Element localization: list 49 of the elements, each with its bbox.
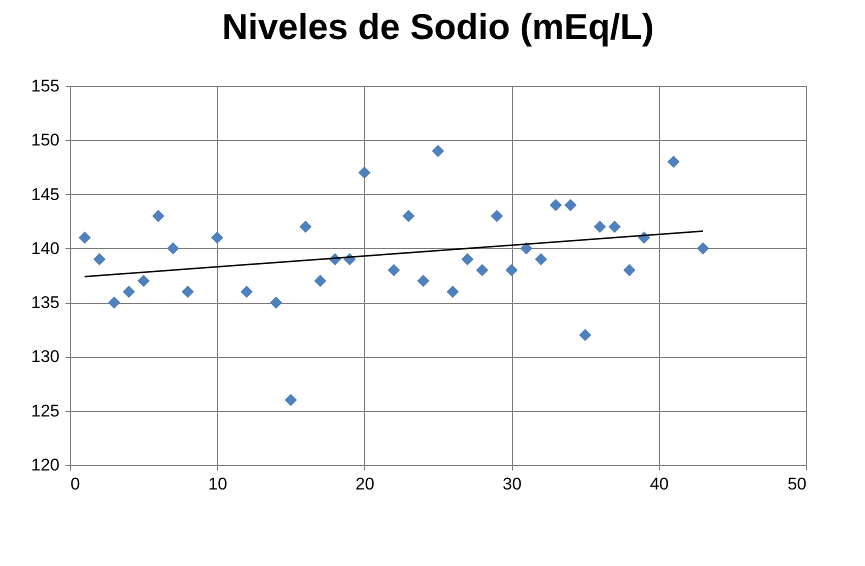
point: [623, 264, 636, 276]
point: [579, 328, 592, 342]
x-tick-label: 20: [355, 474, 374, 494]
point: [182, 286, 194, 298]
x-tick-label: 40: [650, 474, 669, 494]
point: [594, 220, 606, 233]
point: [490, 210, 504, 222]
point: [240, 286, 253, 298]
point: [211, 231, 224, 244]
point: [122, 286, 136, 298]
y-tick-label: 125: [31, 401, 60, 420]
y-tick-label: 140: [31, 238, 60, 258]
point: [270, 296, 282, 309]
point: [152, 210, 164, 222]
point: [299, 220, 312, 233]
point: [417, 274, 430, 288]
chart-title: Niveles de Sodio (mEq/L): [222, 6, 654, 47]
point: [402, 210, 415, 222]
point: [432, 144, 444, 158]
x-tick-label: 10: [208, 474, 228, 494]
y-tick-label: 135: [31, 293, 60, 312]
y-tick-label: 150: [31, 130, 60, 150]
y-tick-label: 145: [31, 184, 60, 204]
point: [137, 274, 150, 288]
point: [461, 253, 474, 266]
point: [358, 166, 371, 179]
y-tick-label: 155: [31, 76, 60, 96]
x-tick-label: 0: [70, 474, 80, 494]
point: [108, 296, 120, 309]
point: [667, 156, 680, 168]
point: [446, 286, 459, 298]
point: [314, 274, 326, 288]
point: [476, 264, 488, 276]
point: [696, 242, 710, 255]
point: [388, 264, 400, 276]
point: [534, 253, 548, 266]
point: [520, 242, 532, 255]
point: [78, 231, 91, 244]
point: [93, 253, 106, 266]
point: [550, 198, 562, 212]
point: [564, 198, 577, 212]
point: [284, 394, 297, 406]
point: [505, 264, 518, 276]
x-tick-label: 50: [788, 474, 806, 494]
y-tick-label: 120: [31, 456, 60, 474]
point: [166, 242, 180, 255]
y-tick-label: 130: [31, 347, 60, 366]
x-tick-label: 30: [502, 474, 522, 494]
point: [608, 220, 621, 233]
